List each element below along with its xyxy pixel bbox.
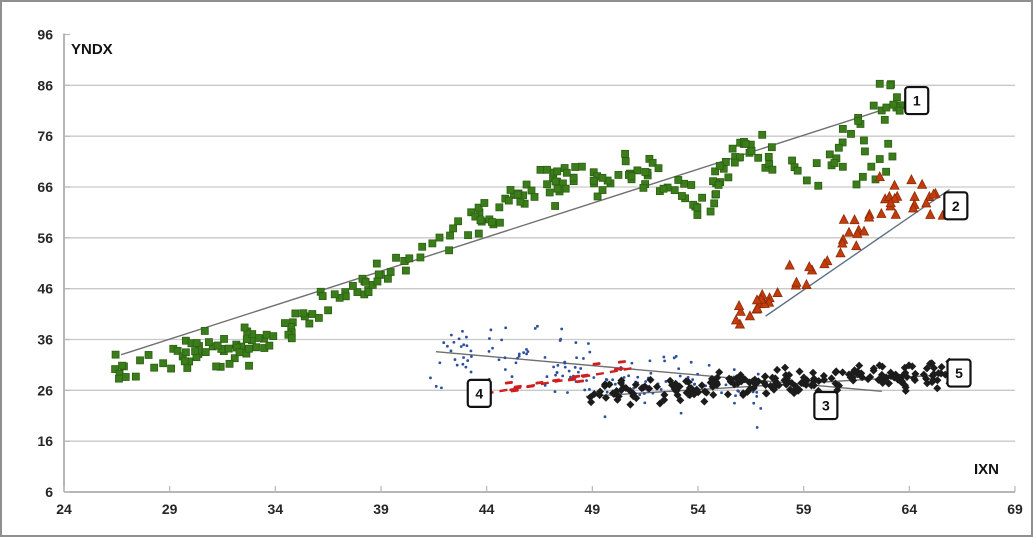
series-label-3: 3 — [813, 390, 839, 421]
y-axis-title: YNDX — [71, 41, 113, 58]
series-2-trendline — [765, 188, 950, 317]
series-label-box-4 — [466, 378, 492, 408]
x-tick-label-49: 49 — [585, 501, 601, 517]
x-tick-label-29: 29 — [162, 501, 178, 517]
y-tick-label-6: 6 — [45, 484, 53, 500]
series-4-points — [483, 360, 626, 393]
x-tick-label-39: 39 — [373, 501, 389, 517]
series-label-box-2 — [943, 191, 969, 221]
series-labels: 1 2 3 4 5 — [466, 85, 972, 421]
x-tick-label-54: 54 — [690, 501, 706, 517]
series-label-2: 2 — [943, 191, 969, 221]
y-tick-label-46: 46 — [37, 281, 53, 297]
x-tick-label-69: 69 — [1007, 501, 1023, 517]
x-tick-label-59: 59 — [796, 501, 812, 517]
series-label-5: 5 — [946, 358, 972, 388]
x-axis-title: IXN — [974, 461, 999, 478]
series-2-points — [730, 171, 948, 329]
series-1-points — [111, 79, 905, 383]
y-tick-label-76: 76 — [37, 128, 53, 144]
gridlines — [64, 84, 1015, 442]
y-tick-label-86: 86 — [37, 77, 53, 93]
x-tick-label-34: 34 — [268, 501, 284, 517]
x-tick-label-64: 64 — [902, 501, 918, 517]
series-label-text-5: 5 — [955, 365, 963, 381]
x-tick-label-44: 44 — [479, 501, 495, 517]
y-tick-label-16: 16 — [37, 433, 53, 449]
series-label-text-3: 3 — [822, 398, 830, 414]
series-label-text-2: 2 — [952, 198, 960, 214]
series-label-1: 1 — [904, 85, 930, 116]
y-tick-label-66: 66 — [37, 179, 53, 195]
series-label-text-1: 1 — [913, 93, 921, 109]
series-label-box-5 — [946, 358, 972, 388]
series-label-box-3 — [813, 390, 839, 421]
y-tick-label-96: 96 — [37, 27, 53, 43]
series-label-4: 4 — [466, 378, 492, 408]
data-points — [111, 79, 954, 429]
series-label-box-1 — [904, 85, 930, 116]
y-tick-label-26: 26 — [37, 382, 53, 398]
series-5-points — [586, 357, 954, 409]
series-label-text-4: 4 — [475, 385, 483, 401]
y-tick-label-56: 56 — [37, 230, 53, 246]
x-tick-label-24: 24 — [56, 501, 72, 517]
series-1-trendline — [120, 103, 899, 356]
y-tick-label-36: 36 — [37, 332, 53, 348]
